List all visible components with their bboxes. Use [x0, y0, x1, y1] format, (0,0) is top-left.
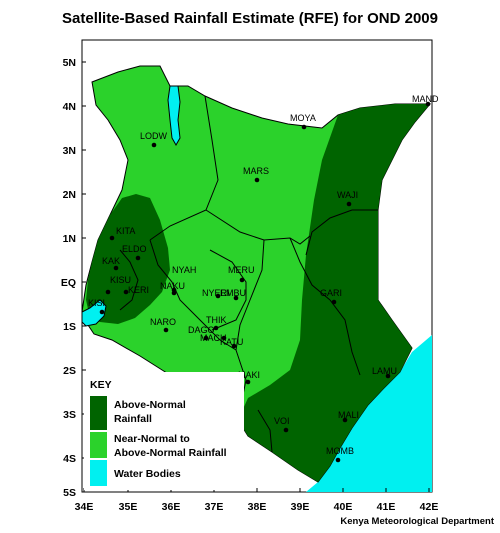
legend-label-above-normal-1: Above-Normal: [114, 399, 186, 411]
place-dot-mars: [254, 177, 260, 183]
place-dot-mach: [221, 335, 227, 341]
place-label-naro: NARO: [150, 317, 176, 327]
place-label-moya: MOYA: [290, 113, 316, 123]
place-dot-lamu: [385, 373, 391, 379]
x-tick-label: 35E: [119, 501, 138, 513]
place-label-kisu: KISU: [110, 275, 131, 285]
y-tick-label: EQ: [61, 277, 76, 289]
place-dot-meru: [239, 277, 245, 283]
lake-turkana: [167, 85, 181, 147]
y-tick-label: 3S: [63, 409, 76, 421]
place-dot-eldo: [135, 255, 141, 261]
place-label-kita: KITA: [116, 226, 135, 236]
x-tick-label: 37E: [205, 501, 224, 513]
place-dot-momb: [335, 457, 341, 463]
x-tick-label: 42E: [420, 501, 439, 513]
place-label-lamu: LAMU: [372, 366, 397, 376]
place-dot-mali: [342, 417, 348, 423]
y-tick-label: 2N: [63, 189, 76, 201]
x-tick-label: 39E: [291, 501, 310, 513]
place-label-waji: WAJI: [337, 190, 358, 200]
place-dot-kita: [109, 235, 115, 241]
legend-label-water: Water Bodies: [114, 468, 181, 480]
x-tick-label: 34E: [75, 501, 94, 513]
place-dot-naku: [171, 290, 177, 296]
legend-title: KEY: [90, 379, 112, 391]
place-dot-kisu: [105, 289, 111, 295]
legend-swatch-water: [90, 460, 107, 486]
place-label-keri: KERI: [128, 285, 149, 295]
y-tick-label: 4N: [63, 101, 76, 113]
place-label-mali: MALI: [338, 410, 359, 420]
legend-box: [84, 372, 244, 490]
y-tick-label: 5N: [63, 57, 76, 69]
place-dot-kisi: [99, 309, 105, 315]
place-dot-embu: [233, 295, 239, 301]
x-tick-label: 38E: [248, 501, 267, 513]
y-tick-label: 3N: [63, 145, 76, 157]
x-tick-label: 40E: [334, 501, 353, 513]
place-dot-keri: [123, 289, 129, 295]
place-label-mand: MAND: [412, 94, 439, 104]
east-above-normal-region: [238, 104, 430, 482]
place-label-meru: MERU: [228, 265, 255, 275]
credit-label: Kenya Meteorological Department: [340, 516, 494, 527]
place-label-momb: MOMB: [326, 446, 354, 456]
x-axis: 34E 35E 36E 37E 38E 39E 40E 41E 42E: [75, 488, 439, 513]
place-label-kak: KAK: [102, 256, 120, 266]
place-dot-naro: [163, 327, 169, 333]
y-tick-label: 2S: [63, 365, 76, 377]
place-label-maki: MAKI: [238, 370, 260, 380]
place-label-naku: NAKU: [160, 281, 185, 291]
map-title: Satellite-Based Rainfall Estimate (RFE) …: [62, 10, 438, 27]
place-dot-gari: [331, 299, 337, 305]
legend-label-near-normal-1: Near-Normal to: [114, 433, 190, 445]
y-tick-label: 4S: [63, 453, 76, 465]
place-dot-moya: [301, 124, 307, 130]
place-dot-voi: [283, 427, 289, 433]
place-dot-nyeri: [215, 293, 221, 299]
place-label-nyah: NYAH: [172, 265, 196, 275]
legend-label-above-normal-2: Rainfall: [114, 413, 152, 425]
place-label-katu: KATU: [220, 337, 243, 347]
y-tick-label: 1N: [63, 233, 76, 245]
legend-swatch-above-normal: [90, 396, 107, 430]
place-dot-maki: [245, 379, 251, 385]
y-tick-label: 1S: [63, 321, 76, 333]
legend-label-near-normal-2: Above-Normal Rainfall: [114, 447, 227, 459]
y-tick-label: 5S: [63, 487, 76, 499]
place-label-mach: MACH: [200, 333, 227, 343]
place-dot-lodw: [151, 142, 157, 148]
place-label-lodw: LODW: [140, 131, 168, 141]
place-label-gari: GARI: [320, 288, 342, 298]
place-dot-dago: [203, 335, 209, 341]
place-label-embu: EMBU: [220, 288, 246, 298]
place-dot-mand: [425, 101, 431, 107]
legend: KEY Above-Normal Rainfall Near-Normal to…: [84, 372, 244, 490]
place-label-mars: MARS: [243, 166, 269, 176]
x-tick-label: 41E: [377, 501, 396, 513]
place-dot-kak: [113, 265, 119, 271]
place-label-voi: VOI: [274, 416, 290, 426]
legend-swatch-near-normal: [90, 432, 107, 458]
place-label-thik: THIK: [206, 315, 227, 325]
place-dot-waji: [346, 201, 352, 207]
x-tick-label: 36E: [162, 501, 181, 513]
place-dot-katu: [231, 343, 237, 349]
lake-victoria: [81, 299, 107, 327]
y-axis: 5N 4N 3N 2N 1N EQ 1S 2S 3S 4S 5S: [61, 57, 86, 499]
place-dot-thik: [213, 325, 219, 331]
place-label-kisi: KISI: [88, 298, 105, 308]
place-label-nyeri: NYERI: [202, 288, 230, 298]
place-label-dago: DAGO: [188, 325, 215, 335]
province-boundaries: [119, 95, 378, 453]
place-label-eldo: ELDO: [122, 244, 147, 254]
